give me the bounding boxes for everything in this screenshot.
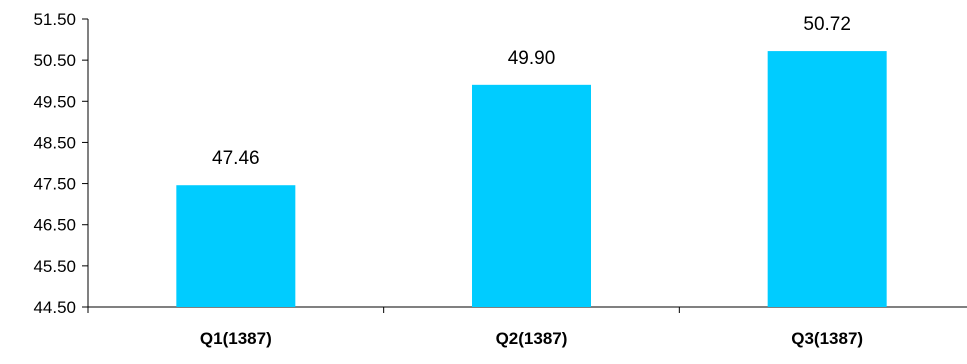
y-tick-label: 47.50 — [33, 175, 76, 194]
bar — [767, 51, 887, 307]
y-tick-label: 44.50 — [33, 298, 76, 317]
x-category-label: Q1(1387) — [200, 329, 272, 348]
x-category-label: Q2(1387) — [496, 329, 568, 348]
y-tick-label: 51.50 — [33, 10, 76, 29]
y-tick-label: 50.50 — [33, 51, 76, 70]
bar — [176, 185, 296, 307]
bar-value-label: 49.90 — [508, 48, 556, 69]
y-tick-label: 46.50 — [33, 216, 76, 235]
bars — [176, 51, 887, 307]
x-category-label: Q3(1387) — [791, 329, 863, 348]
y-tick-label: 45.50 — [33, 257, 76, 276]
y-axis: 44.50 45.50 46.50 47.50 48.50 49.50 50.50 51.50 — [33, 10, 89, 317]
x-axis: Q1(1387) Q2(1387) Q3(1387) — [87, 306, 967, 348]
bar — [472, 84, 591, 307]
bar-value-label: 47.46 — [212, 148, 260, 169]
y-tick-label: 48.50 — [33, 133, 76, 152]
data-labels: 47.46 49.90 50.72 — [212, 14, 851, 169]
bar-value-label: 50.72 — [803, 14, 851, 35]
y-tick-label: 49.50 — [33, 92, 76, 111]
